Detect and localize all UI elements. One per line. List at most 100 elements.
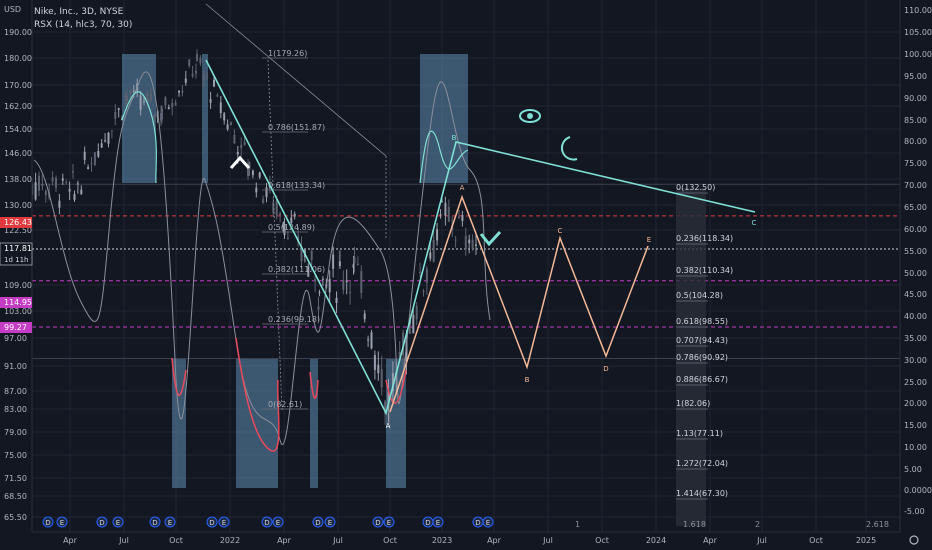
left-axis-tick: 146.00	[4, 149, 32, 158]
candle-body	[76, 183, 79, 185]
candle-body	[213, 79, 215, 87]
candle-body	[129, 90, 132, 95]
candle-body	[387, 391, 390, 408]
candle-body	[307, 266, 310, 277]
x-axis-tick: Oct	[383, 536, 397, 545]
fib-right-label: 0(132.50)	[676, 183, 715, 192]
x-axis-tick: Apr	[277, 536, 292, 545]
symbol-title[interactable]: Nike, Inc., 3D, NYSE	[34, 7, 124, 17]
candle-body	[317, 306, 320, 310]
right-axis-tick: 100.00	[904, 50, 932, 59]
event-marker-icon	[272, 516, 284, 528]
wave-label: D	[603, 365, 608, 373]
event-marker-icon	[112, 516, 124, 528]
candle-body	[377, 364, 380, 374]
fib-right-label: 0.786(90.92)	[676, 353, 728, 362]
candle-body	[117, 108, 120, 110]
left-axis-tick: 130.00	[4, 201, 32, 210]
event-marker-icon	[324, 516, 336, 528]
candle-body	[415, 306, 418, 320]
event-marker-label: E	[328, 519, 332, 527]
bottom-axis-panel	[0, 532, 932, 550]
x-axis-tick: 2024	[646, 536, 666, 545]
candle-body	[447, 206, 450, 222]
gear-icon	[909, 535, 919, 545]
candle-body	[44, 190, 47, 196]
event-marker-icon	[432, 516, 444, 528]
fib-right-label: 0.707(94.43)	[676, 336, 728, 345]
candle-body	[422, 291, 425, 293]
right-axis-tick: 25.00	[904, 378, 927, 387]
right-axis-tick: 80.00	[904, 137, 927, 146]
candle-body	[363, 313, 366, 320]
left-axis-tick: 138.00	[4, 175, 32, 184]
right-axis-tick: 0.0000	[904, 486, 932, 495]
wave-label: C	[558, 227, 563, 235]
fib-right-label: 1.414(67.30)	[676, 489, 728, 498]
candle-body	[196, 53, 198, 61]
event-marker-icon	[312, 516, 324, 528]
candle-body	[391, 373, 394, 392]
candle-body	[314, 279, 317, 282]
event-marker-icon	[383, 516, 395, 528]
fib-right-label: 1.272(72.04)	[676, 459, 728, 468]
wave-label: E	[647, 236, 651, 244]
candle-body	[126, 96, 128, 101]
candle-body	[161, 108, 163, 120]
candle-body	[100, 143, 103, 148]
wave-label: A	[386, 422, 391, 430]
fib-right-label: 0.5(104.28)	[676, 291, 723, 300]
fib-left-label: 0.236(99.18)	[268, 315, 320, 324]
candle-body	[279, 213, 282, 216]
candle-body	[265, 187, 268, 198]
candle-body	[73, 194, 76, 200]
wave-label: C	[752, 219, 757, 227]
right-axis-tick: 45.00	[904, 290, 927, 299]
rsx-oversold-segment	[171, 357, 187, 396]
rsx-zone	[122, 54, 156, 183]
candle-body	[275, 200, 278, 216]
candle-body	[464, 235, 467, 250]
candles	[21, 49, 477, 429]
event-marker-icon	[149, 516, 161, 528]
indicator-title[interactable]: RSX (14, hlc3, 70, 30)	[34, 20, 133, 30]
candle-body	[87, 167, 90, 170]
event-marker-label: D	[152, 519, 157, 527]
candle-body	[468, 239, 471, 244]
wave-label: A	[460, 184, 465, 192]
candle-body	[97, 151, 100, 157]
price-tag-label: 117.81	[4, 244, 32, 253]
event-marker-icon	[42, 516, 54, 528]
chart-legend: Nike, Inc., 3D, NYSE RSX (14, hlc3, 70, …	[34, 6, 132, 32]
candle-body	[83, 151, 86, 160]
candle-body	[58, 200, 61, 208]
candle-body	[174, 102, 177, 106]
candle-body	[272, 202, 275, 213]
candle-body	[380, 369, 383, 388]
teal-wave-path	[205, 59, 756, 416]
candle-body	[233, 134, 236, 144]
candle-body	[353, 256, 356, 264]
left-axis-tick: 97.00	[4, 334, 27, 343]
left-axis-tick: 71.50	[4, 474, 27, 483]
event-marker-label: E	[387, 519, 391, 527]
event-marker-label: D	[45, 519, 50, 527]
candle-body	[335, 297, 338, 304]
right-axis-tick: 15.00	[904, 421, 927, 430]
candle-body	[223, 113, 226, 121]
candle-body	[328, 278, 331, 293]
left-axis-tick: 170.00	[4, 81, 32, 90]
x-axis-tick: Apr	[487, 536, 502, 545]
right-axis-tick: 65.00	[904, 203, 927, 212]
x-axis-tick: Oct	[595, 536, 609, 545]
fib-left-label: 0(82.61)	[268, 400, 302, 409]
candle-body	[146, 93, 149, 104]
left-axis-tick: 162.00	[4, 102, 32, 111]
price-tag	[0, 242, 33, 266]
candle-body	[206, 76, 209, 78]
left-axis-tick: 83.00	[4, 405, 27, 414]
event-marker-icon	[206, 516, 218, 528]
candle-body	[405, 340, 408, 362]
candle-body	[248, 162, 251, 170]
